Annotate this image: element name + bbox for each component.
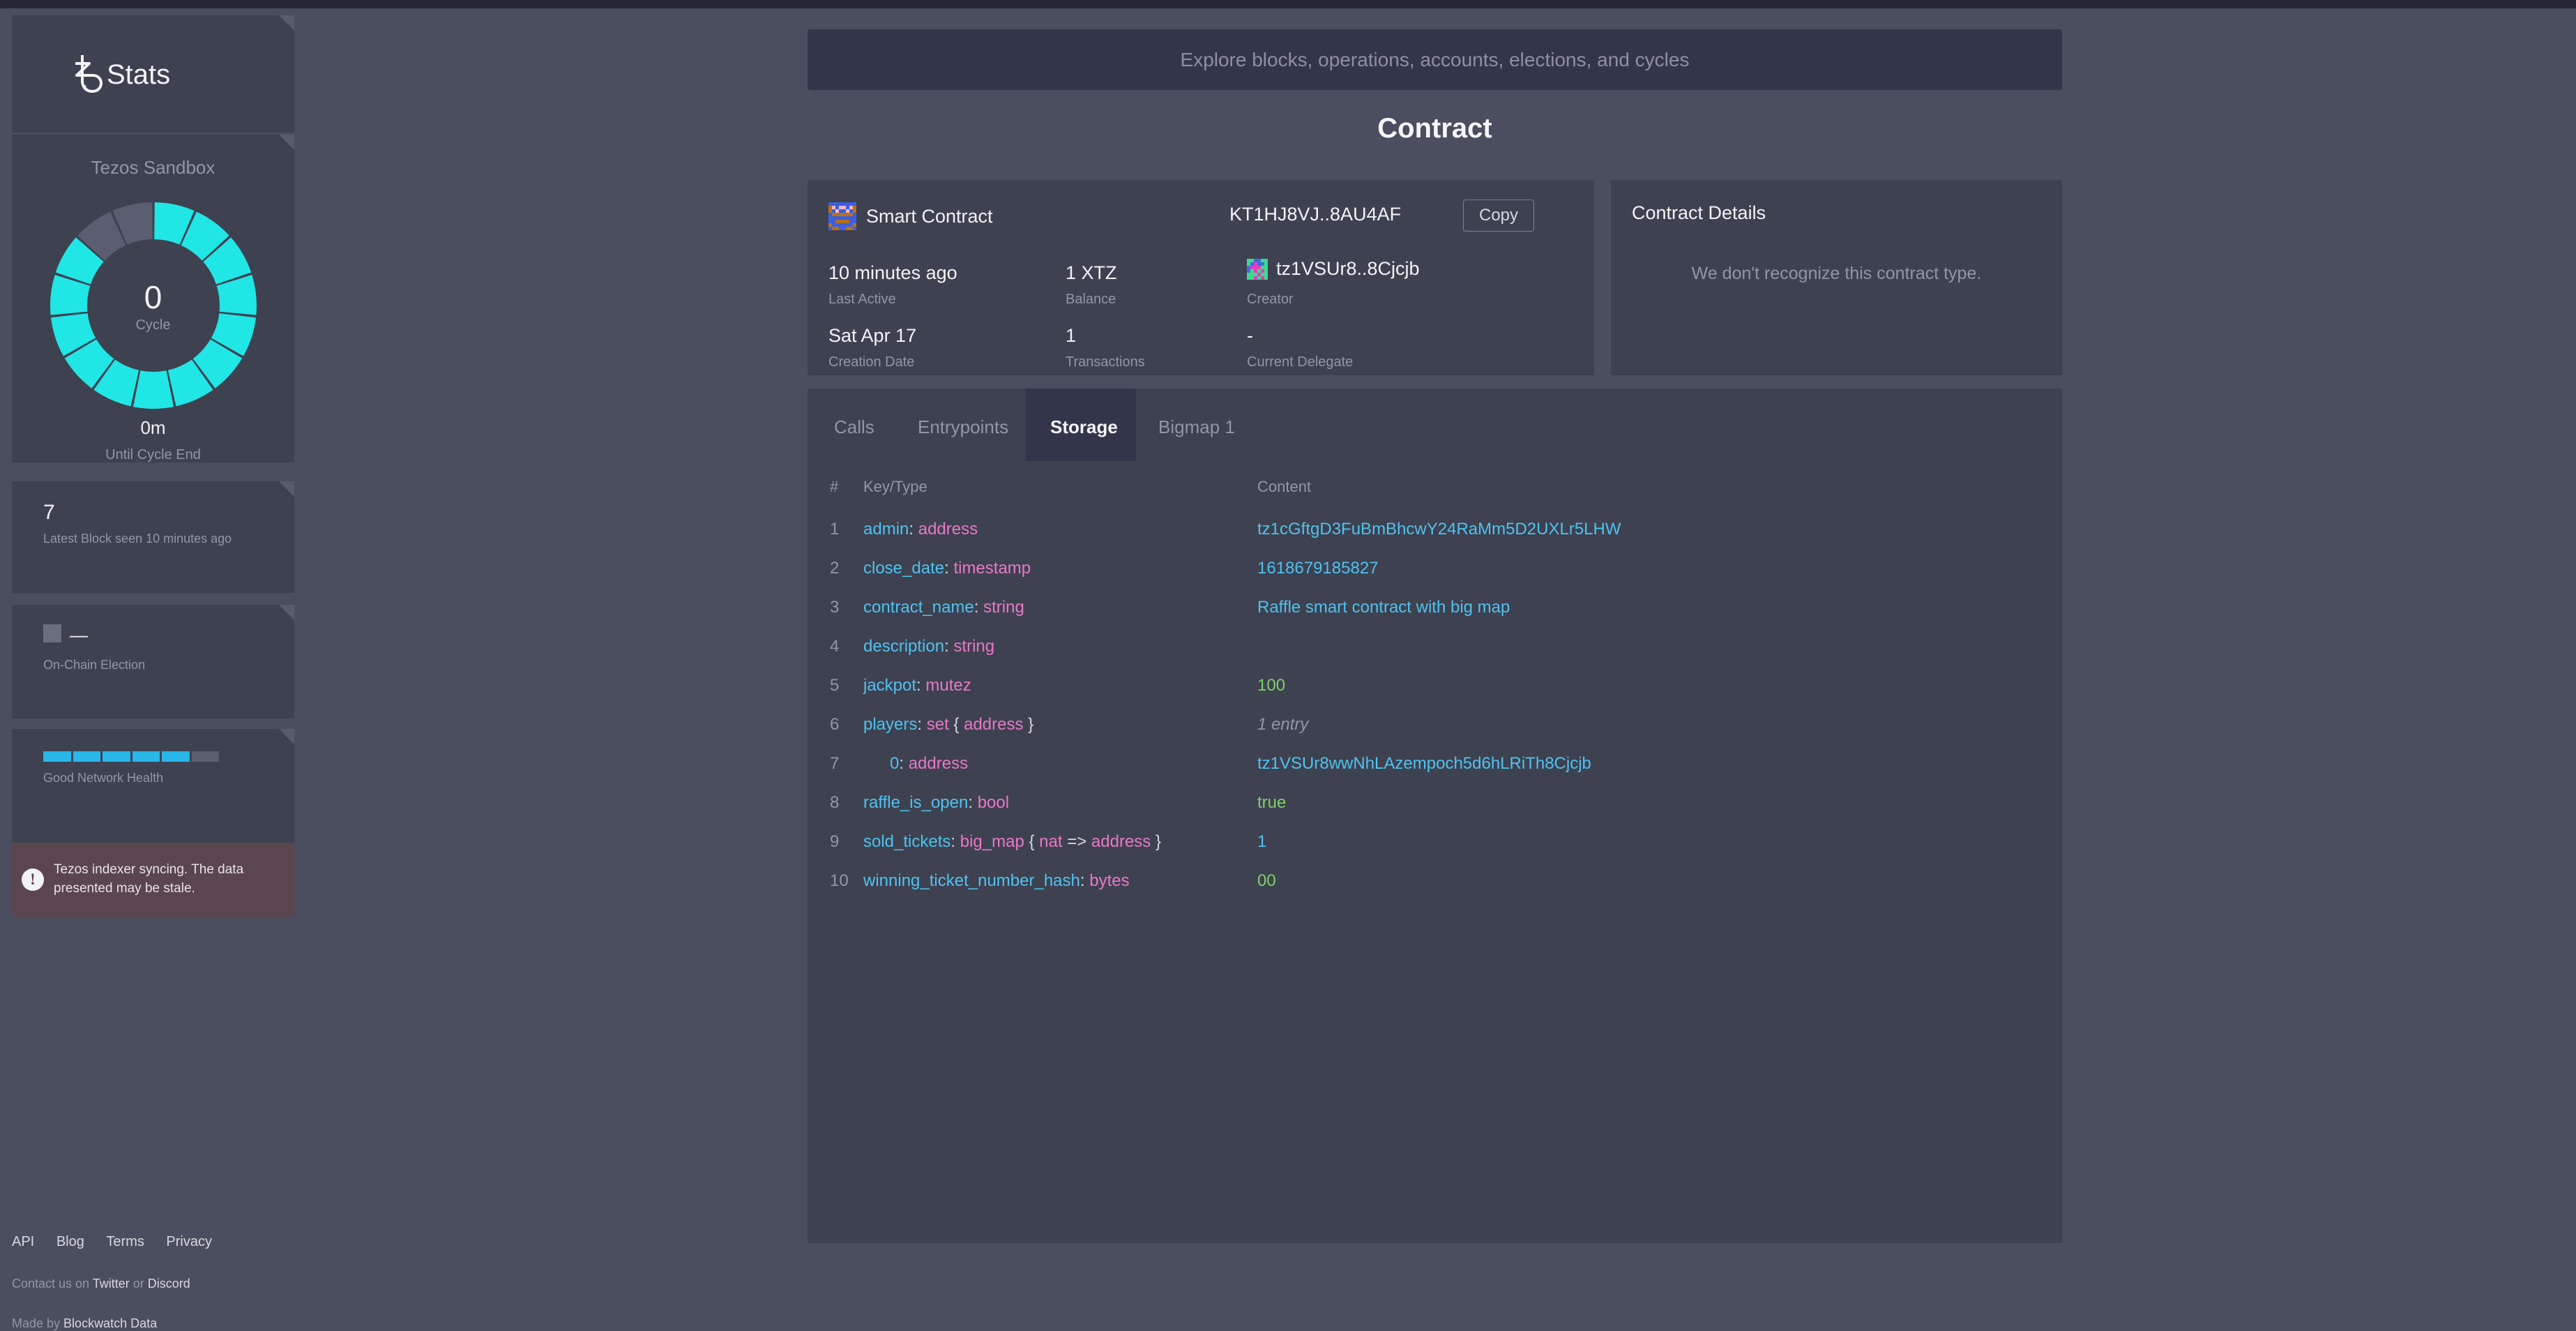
svg-text:Stats: Stats <box>107 59 170 90</box>
